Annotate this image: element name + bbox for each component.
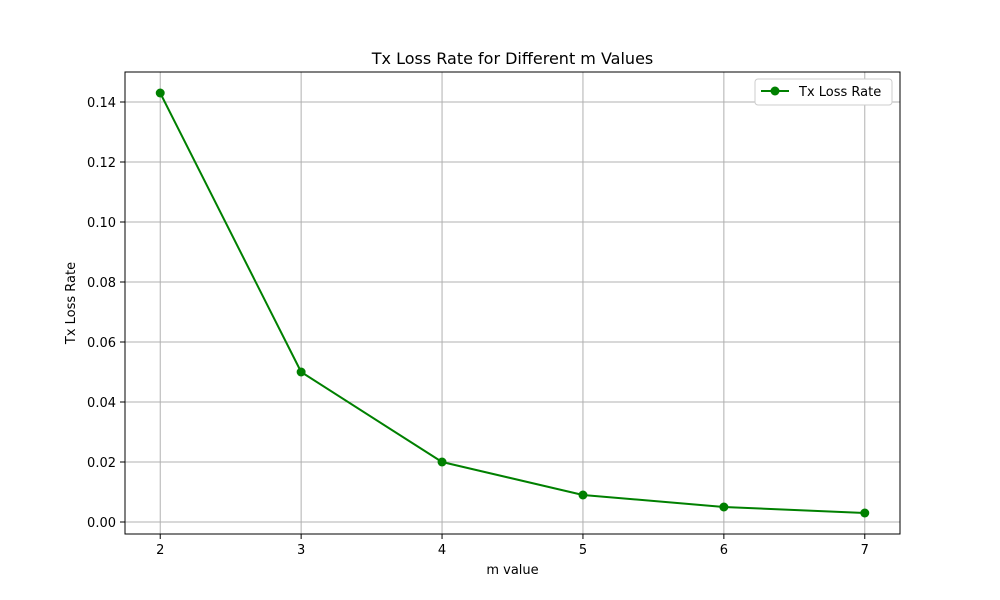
plot-frame <box>124 71 901 535</box>
y-tick-label: 0.02 <box>87 456 116 471</box>
data-point <box>437 457 447 467</box>
x-tick-label: 3 <box>297 543 305 558</box>
y-tick-label: 0.12 <box>87 156 116 171</box>
y-tick-label: 0.00 <box>87 516 116 531</box>
y-tick-label: 0.08 <box>87 276 116 291</box>
x-tick-label: 5 <box>579 543 587 558</box>
legend-box <box>754 78 893 106</box>
grid <box>125 72 900 534</box>
legend: Tx Loss Rate <box>754 78 893 106</box>
x-tick-label: 6 <box>720 543 728 558</box>
y-tick-label: 0.06 <box>87 336 116 351</box>
x-tick-label: 2 <box>156 543 164 558</box>
y-tick-label: 0.14 <box>87 96 116 111</box>
y-tick-label: 0.10 <box>87 216 116 231</box>
data-point <box>296 367 306 377</box>
chart-title: Tx Loss Rate for Different m Values <box>371 49 654 68</box>
x-tick-label: 4 <box>438 543 446 558</box>
y-tick-label: 0.04 <box>87 396 116 411</box>
series-layer <box>155 88 870 518</box>
x-axis-ticks: 2 3 4 5 6 7 <box>156 534 869 558</box>
data-point <box>860 508 870 518</box>
series-line <box>159 92 865 514</box>
data-point <box>578 490 588 500</box>
y-axis-title: Tx Loss Rate <box>64 262 79 345</box>
data-point <box>155 88 165 98</box>
x-axis-title: m value <box>486 563 538 578</box>
y-axis-ticks: 0.00 0.02 0.04 0.06 0.08 0.10 0.12 0.14 <box>87 96 125 531</box>
data-point <box>719 502 729 512</box>
legend-marker <box>770 86 780 96</box>
x-tick-label: 7 <box>861 543 869 558</box>
legend-label: Tx Loss Rate <box>798 85 881 100</box>
